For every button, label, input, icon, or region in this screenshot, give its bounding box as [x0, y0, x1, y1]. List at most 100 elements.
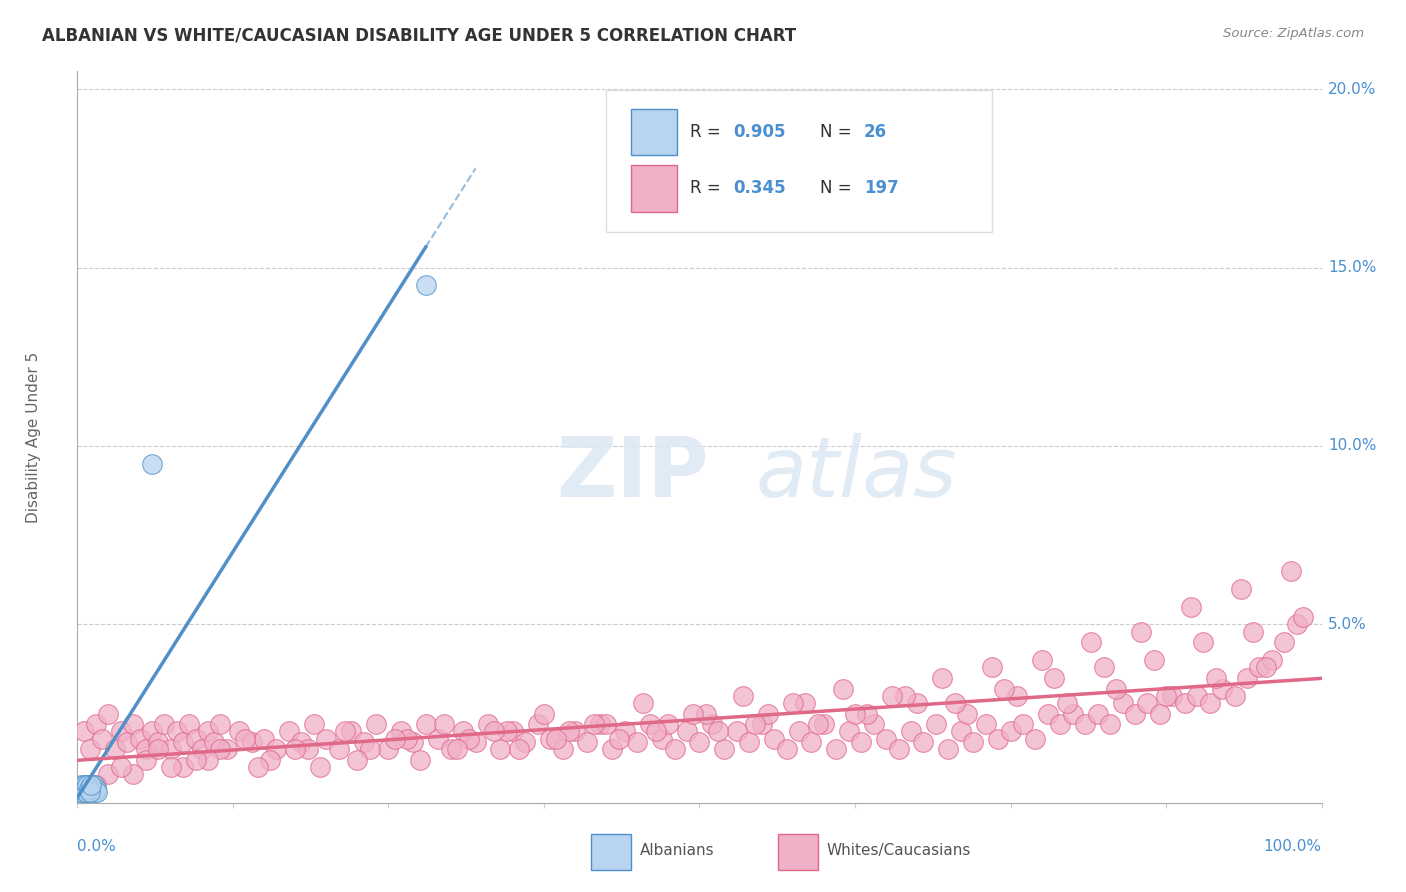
Point — [353, 735, 375, 749]
Point — [290, 735, 312, 749]
Text: 10.0%: 10.0% — [1327, 439, 1376, 453]
Point — [887, 742, 910, 756]
Point — [197, 753, 219, 767]
Point — [84, 778, 107, 792]
Point — [141, 724, 163, 739]
Text: 0.905: 0.905 — [733, 123, 786, 141]
Point — [1105, 681, 1128, 696]
Text: Albanians: Albanians — [640, 843, 714, 858]
Point — [84, 781, 107, 796]
Text: 26: 26 — [863, 123, 887, 141]
Point — [1261, 653, 1284, 667]
Point — [427, 731, 450, 746]
Point — [228, 724, 250, 739]
Point — [277, 724, 299, 739]
Point — [1031, 653, 1053, 667]
Point — [1285, 617, 1308, 632]
Text: 0.345: 0.345 — [733, 179, 786, 197]
Point — [851, 735, 873, 749]
Point — [613, 724, 636, 739]
Point — [1180, 599, 1202, 614]
Point — [83, 785, 105, 799]
Point — [936, 742, 959, 756]
Text: R =: R = — [689, 123, 725, 141]
Point — [77, 781, 100, 796]
Point — [1012, 717, 1035, 731]
Point — [1092, 660, 1115, 674]
Point — [97, 767, 120, 781]
Point — [1074, 717, 1097, 731]
Point — [402, 735, 425, 749]
Text: ZIP: ZIP — [557, 434, 709, 514]
Point — [97, 706, 120, 721]
Point — [807, 717, 830, 731]
Point — [533, 706, 555, 721]
Point — [1000, 724, 1022, 739]
Point — [993, 681, 1015, 696]
Point — [253, 731, 276, 746]
Point — [825, 742, 848, 756]
Point — [266, 742, 288, 756]
Point — [76, 785, 98, 799]
Point — [595, 717, 617, 731]
FancyBboxPatch shape — [631, 165, 678, 211]
Point — [987, 731, 1010, 746]
Point — [931, 671, 953, 685]
Point — [725, 724, 748, 739]
Text: 15.0%: 15.0% — [1327, 260, 1376, 275]
Text: 100.0%: 100.0% — [1264, 839, 1322, 855]
Point — [794, 696, 817, 710]
Text: Disability Age Under 5: Disability Age Under 5 — [27, 351, 41, 523]
Point — [1123, 706, 1146, 721]
Point — [1130, 624, 1153, 639]
Point — [1056, 696, 1078, 710]
Point — [515, 735, 537, 749]
Point — [589, 717, 612, 731]
FancyBboxPatch shape — [778, 834, 818, 870]
Point — [415, 278, 437, 293]
Point — [191, 742, 214, 756]
Point — [215, 742, 238, 756]
Point — [159, 742, 181, 756]
Point — [856, 706, 879, 721]
Point — [489, 742, 512, 756]
Point — [70, 781, 93, 796]
Point — [153, 717, 176, 731]
Point — [875, 731, 897, 746]
Point — [70, 778, 93, 792]
Point — [763, 731, 786, 746]
Point — [333, 724, 356, 739]
Point — [838, 724, 860, 739]
Point — [800, 735, 823, 749]
Point — [1099, 717, 1122, 731]
Point — [1043, 671, 1066, 685]
Point — [782, 696, 804, 710]
Point — [787, 724, 810, 739]
Point — [110, 724, 132, 739]
Point — [633, 696, 655, 710]
Point — [1254, 660, 1277, 674]
Point — [546, 731, 568, 746]
Text: Source: ZipAtlas.com: Source: ZipAtlas.com — [1223, 27, 1364, 40]
Point — [695, 706, 717, 721]
Point — [91, 731, 114, 746]
Point — [1049, 717, 1071, 731]
Point — [84, 717, 107, 731]
Point — [925, 717, 948, 731]
Point — [75, 785, 97, 799]
Point — [284, 742, 307, 756]
Point — [882, 689, 904, 703]
Point — [364, 717, 387, 731]
Point — [464, 735, 486, 749]
Point — [664, 742, 686, 756]
Point — [1241, 624, 1264, 639]
Point — [384, 731, 406, 746]
Point — [526, 717, 548, 731]
Point — [1272, 635, 1295, 649]
Point — [1185, 689, 1208, 703]
Point — [115, 735, 138, 749]
Point — [179, 717, 201, 731]
Point — [172, 760, 194, 774]
Point — [564, 724, 586, 739]
Point — [76, 778, 98, 792]
